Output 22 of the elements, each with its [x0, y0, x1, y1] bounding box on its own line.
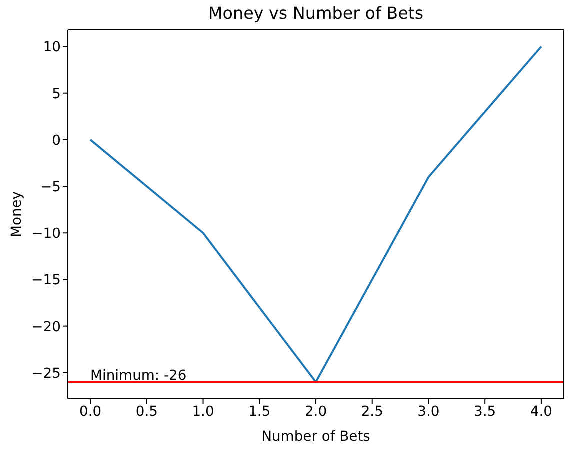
- x-tick-label: 3.5: [474, 404, 496, 420]
- annotation: Minimum: -26: [90, 368, 187, 384]
- x-tick-label: 3.0: [418, 404, 440, 420]
- y-tick-label: −15: [32, 272, 61, 289]
- y-tick-label: −5: [40, 179, 61, 196]
- y-axis-title: Money: [8, 191, 25, 238]
- y-tick-label: 10: [43, 40, 61, 56]
- y-tick-label: 5: [52, 86, 61, 102]
- x-tick-label: 0.0: [80, 404, 102, 420]
- x-axis-title: Number of Bets: [262, 429, 370, 445]
- y-tick-label: −20: [32, 319, 61, 336]
- y-tick-label: −10: [32, 226, 61, 242]
- y-tick-label: 0: [52, 132, 61, 149]
- y-tick-label: −25: [32, 366, 61, 382]
- x-tick-label: 2.5: [361, 404, 384, 420]
- chart-title: Money vs Number of Bets: [207, 3, 425, 23]
- line-series: [90, 46, 542, 384]
- x-tick-label: 0.5: [136, 404, 158, 420]
- x-tick-label: 1.5: [248, 404, 271, 420]
- x-tick-label: 2.0: [304, 404, 328, 420]
- x-tick-label: 1.0: [192, 404, 214, 420]
- x-tick-label: 4.0: [530, 404, 552, 420]
